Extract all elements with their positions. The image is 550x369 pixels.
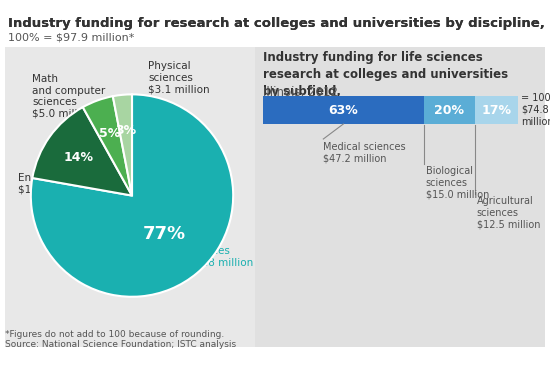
Wedge shape bbox=[31, 94, 233, 297]
FancyBboxPatch shape bbox=[475, 96, 518, 124]
Text: 5%: 5% bbox=[99, 127, 120, 140]
Text: 17%: 17% bbox=[481, 103, 512, 117]
Wedge shape bbox=[32, 107, 132, 196]
FancyBboxPatch shape bbox=[263, 96, 424, 124]
Text: Industry funding for research at colleges and universities by discipline,: Industry funding for research at college… bbox=[8, 17, 545, 30]
FancyBboxPatch shape bbox=[255, 47, 545, 347]
Text: = 100%
$74.8
million: = 100% $74.8 million bbox=[521, 93, 550, 127]
FancyBboxPatch shape bbox=[424, 96, 475, 124]
Text: 77%: 77% bbox=[143, 225, 186, 243]
Text: Engineering
$14.0 million: Engineering $14.0 million bbox=[18, 173, 86, 195]
Text: Industry funding for life sciences
research at colleges and universities
by subf: Industry funding for life sciences resea… bbox=[263, 51, 508, 98]
Text: 63%: 63% bbox=[328, 103, 358, 117]
Text: Math
and computer
sciences
$5.0 million: Math and computer sciences $5.0 million bbox=[32, 74, 105, 119]
Wedge shape bbox=[83, 96, 132, 196]
Text: Agricultural
sciences
$12.5 million: Agricultural sciences $12.5 million bbox=[477, 196, 540, 229]
Text: 100% = $97.9 million*: 100% = $97.9 million* bbox=[8, 32, 134, 42]
Text: 3%: 3% bbox=[115, 124, 136, 137]
FancyBboxPatch shape bbox=[5, 47, 255, 347]
Wedge shape bbox=[113, 94, 132, 196]
Text: Industry funding for research at colleges and universities by discipline,: Industry funding for research at college… bbox=[8, 17, 545, 30]
Text: 14%: 14% bbox=[63, 151, 94, 164]
Text: 20%: 20% bbox=[434, 103, 464, 117]
Text: *Figures do not add to 100 because of rounding.
Source: National Science Foundat: *Figures do not add to 100 because of ro… bbox=[5, 330, 236, 349]
Text: Medical sciences
$47.2 million: Medical sciences $47.2 million bbox=[323, 142, 406, 163]
Text: Life
sciences
$74.8 million: Life sciences $74.8 million bbox=[185, 234, 253, 268]
Text: Biological
sciences
$15.0 million: Biological sciences $15.0 million bbox=[426, 166, 489, 199]
Text: Illinois, 2012: Illinois, 2012 bbox=[263, 86, 338, 99]
Text: Physical
sciences
$3.1 million: Physical sciences $3.1 million bbox=[148, 61, 210, 94]
